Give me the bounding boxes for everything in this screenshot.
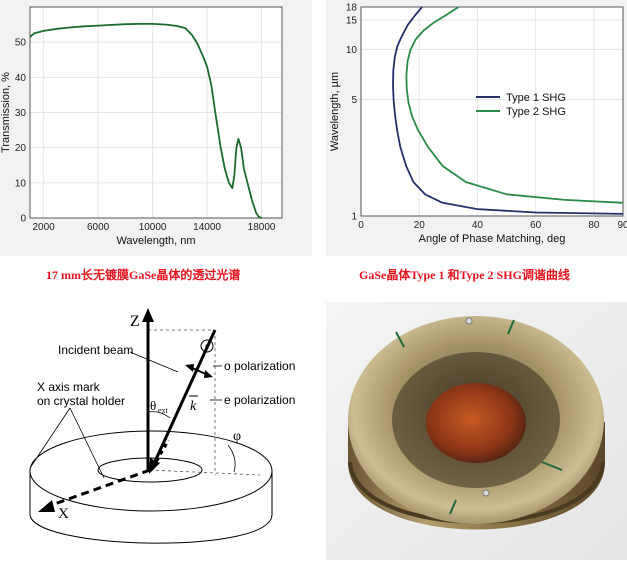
holder-bottom-edge: [29, 514, 273, 544]
transmission-chart-panel: 0 10 20 30 40 50 2000 6000 10000 14000 18000 Wavele…: [0, 0, 312, 256]
x-tick-label: 90: [617, 220, 627, 231]
k-vector-label: k: [190, 399, 197, 414]
y-tick-label: 30: [15, 108, 27, 119]
y-tick-label: 50: [15, 38, 27, 49]
y-tick-label: 10: [15, 178, 27, 189]
x-tick-label: 40: [472, 220, 484, 231]
orientation-diagram: Z X Incident beam X axis mark on crystal…: [29, 308, 295, 544]
mark-line-3: [541, 461, 563, 471]
gase-crystal: [426, 383, 526, 463]
series-line: [29, 23, 262, 219]
o-polarization-dot: [205, 344, 209, 348]
mark-line-1: [395, 331, 405, 348]
y-tick-label: 40: [15, 73, 27, 84]
theta-arc: [147, 411, 171, 419]
x-tick-label: 14000: [193, 222, 221, 233]
incident-beam-leader: [129, 351, 179, 373]
x-axis-mark-label-2: on crystal holder: [37, 394, 125, 408]
projection-dashed-line: [149, 469, 261, 476]
y-tick-label: 15: [346, 16, 358, 27]
mark-line-4: [449, 499, 457, 515]
x-mark-leader-1: [29, 407, 71, 469]
beam-refracted-dashes: [150, 439, 170, 469]
y-tick-label: 0: [20, 214, 26, 225]
plot-frame: [29, 6, 283, 219]
series-line: [405, 6, 624, 204]
y-axis-label: Transmission, %: [0, 72, 12, 153]
screw-top: [465, 317, 473, 325]
plot-frame: [360, 6, 624, 217]
incident-beam-label: Incident beam: [58, 343, 133, 357]
theta-label: θ: [150, 398, 156, 413]
x-tick-label: 10000: [139, 222, 167, 233]
phase-matching-chart-panel: 1 5 10 15 18 0 20 40 60 80 90 Angle of Phase Matchi…: [326, 0, 627, 256]
phi-arc: [227, 444, 236, 473]
x-axis-arrowhead: [38, 500, 55, 512]
crystal-holder-illustration: [326, 302, 627, 560]
transmission-caption: 17 mm长无镀膜GaSe晶体的透过光谱: [46, 268, 241, 282]
y-axis-label: Wavelength, µm: [329, 72, 341, 151]
x-axis-mark-label-1: X axis mark: [37, 380, 101, 394]
incident-beam-arrow: [150, 329, 217, 469]
e-polarization-label: e polarization: [224, 393, 295, 407]
z-axis-arrowhead: [142, 308, 154, 322]
x-tick-label: 6000: [87, 222, 110, 233]
transmission-chart: 0 10 20 30 40 50 2000 6000 10000 14000 18000 Wavele…: [0, 0, 312, 256]
o-polarization-circle: [200, 339, 214, 353]
x-tick-label: 20: [414, 220, 426, 231]
legend-label: Type 1 SHG: [506, 92, 566, 104]
theta-subscript: ext: [158, 406, 169, 415]
x-axis: [45, 468, 151, 509]
x-tick-label: 0: [358, 220, 364, 231]
e-polarization-arrowhead-2: [185, 364, 194, 372]
mark-line-2: [507, 319, 515, 335]
y-tick-label: 18: [346, 3, 358, 14]
series-line: [392, 6, 624, 215]
y-tick-label: 20: [15, 143, 27, 154]
x-tick-label: 60: [530, 220, 542, 231]
phi-label: φ: [233, 429, 241, 444]
o-polarization-label: o polarization: [224, 359, 295, 373]
x-axis-label: Angle of Phase Matching, deg: [419, 233, 566, 245]
x-tick-label: 2000: [32, 222, 55, 233]
y-tick-label: 1: [351, 212, 357, 223]
orientation-diagram-panel: Z X Incident beam X axis mark on crystal…: [0, 300, 318, 560]
x-axis-label: X: [58, 506, 69, 522]
x-axis-label: Wavelength, nm: [116, 235, 195, 247]
crystal-holder-photo: [326, 302, 627, 560]
x-mark-leader-2: [69, 407, 105, 479]
y-tick-label: 5: [351, 95, 357, 106]
legend-label: Type 2 SHG: [506, 106, 566, 118]
phase-matching-caption: GaSe晶体Type 1 和Type 2 SHG调谐曲线: [359, 268, 570, 282]
z-axis-label: Z: [130, 313, 140, 330]
x-tick-label: 80: [588, 220, 600, 231]
screw-bottom: [482, 489, 490, 497]
x-tick-label: 18000: [248, 222, 276, 233]
y-tick-label: 10: [346, 45, 358, 56]
e-polarization-arrowhead-1: [204, 370, 213, 378]
